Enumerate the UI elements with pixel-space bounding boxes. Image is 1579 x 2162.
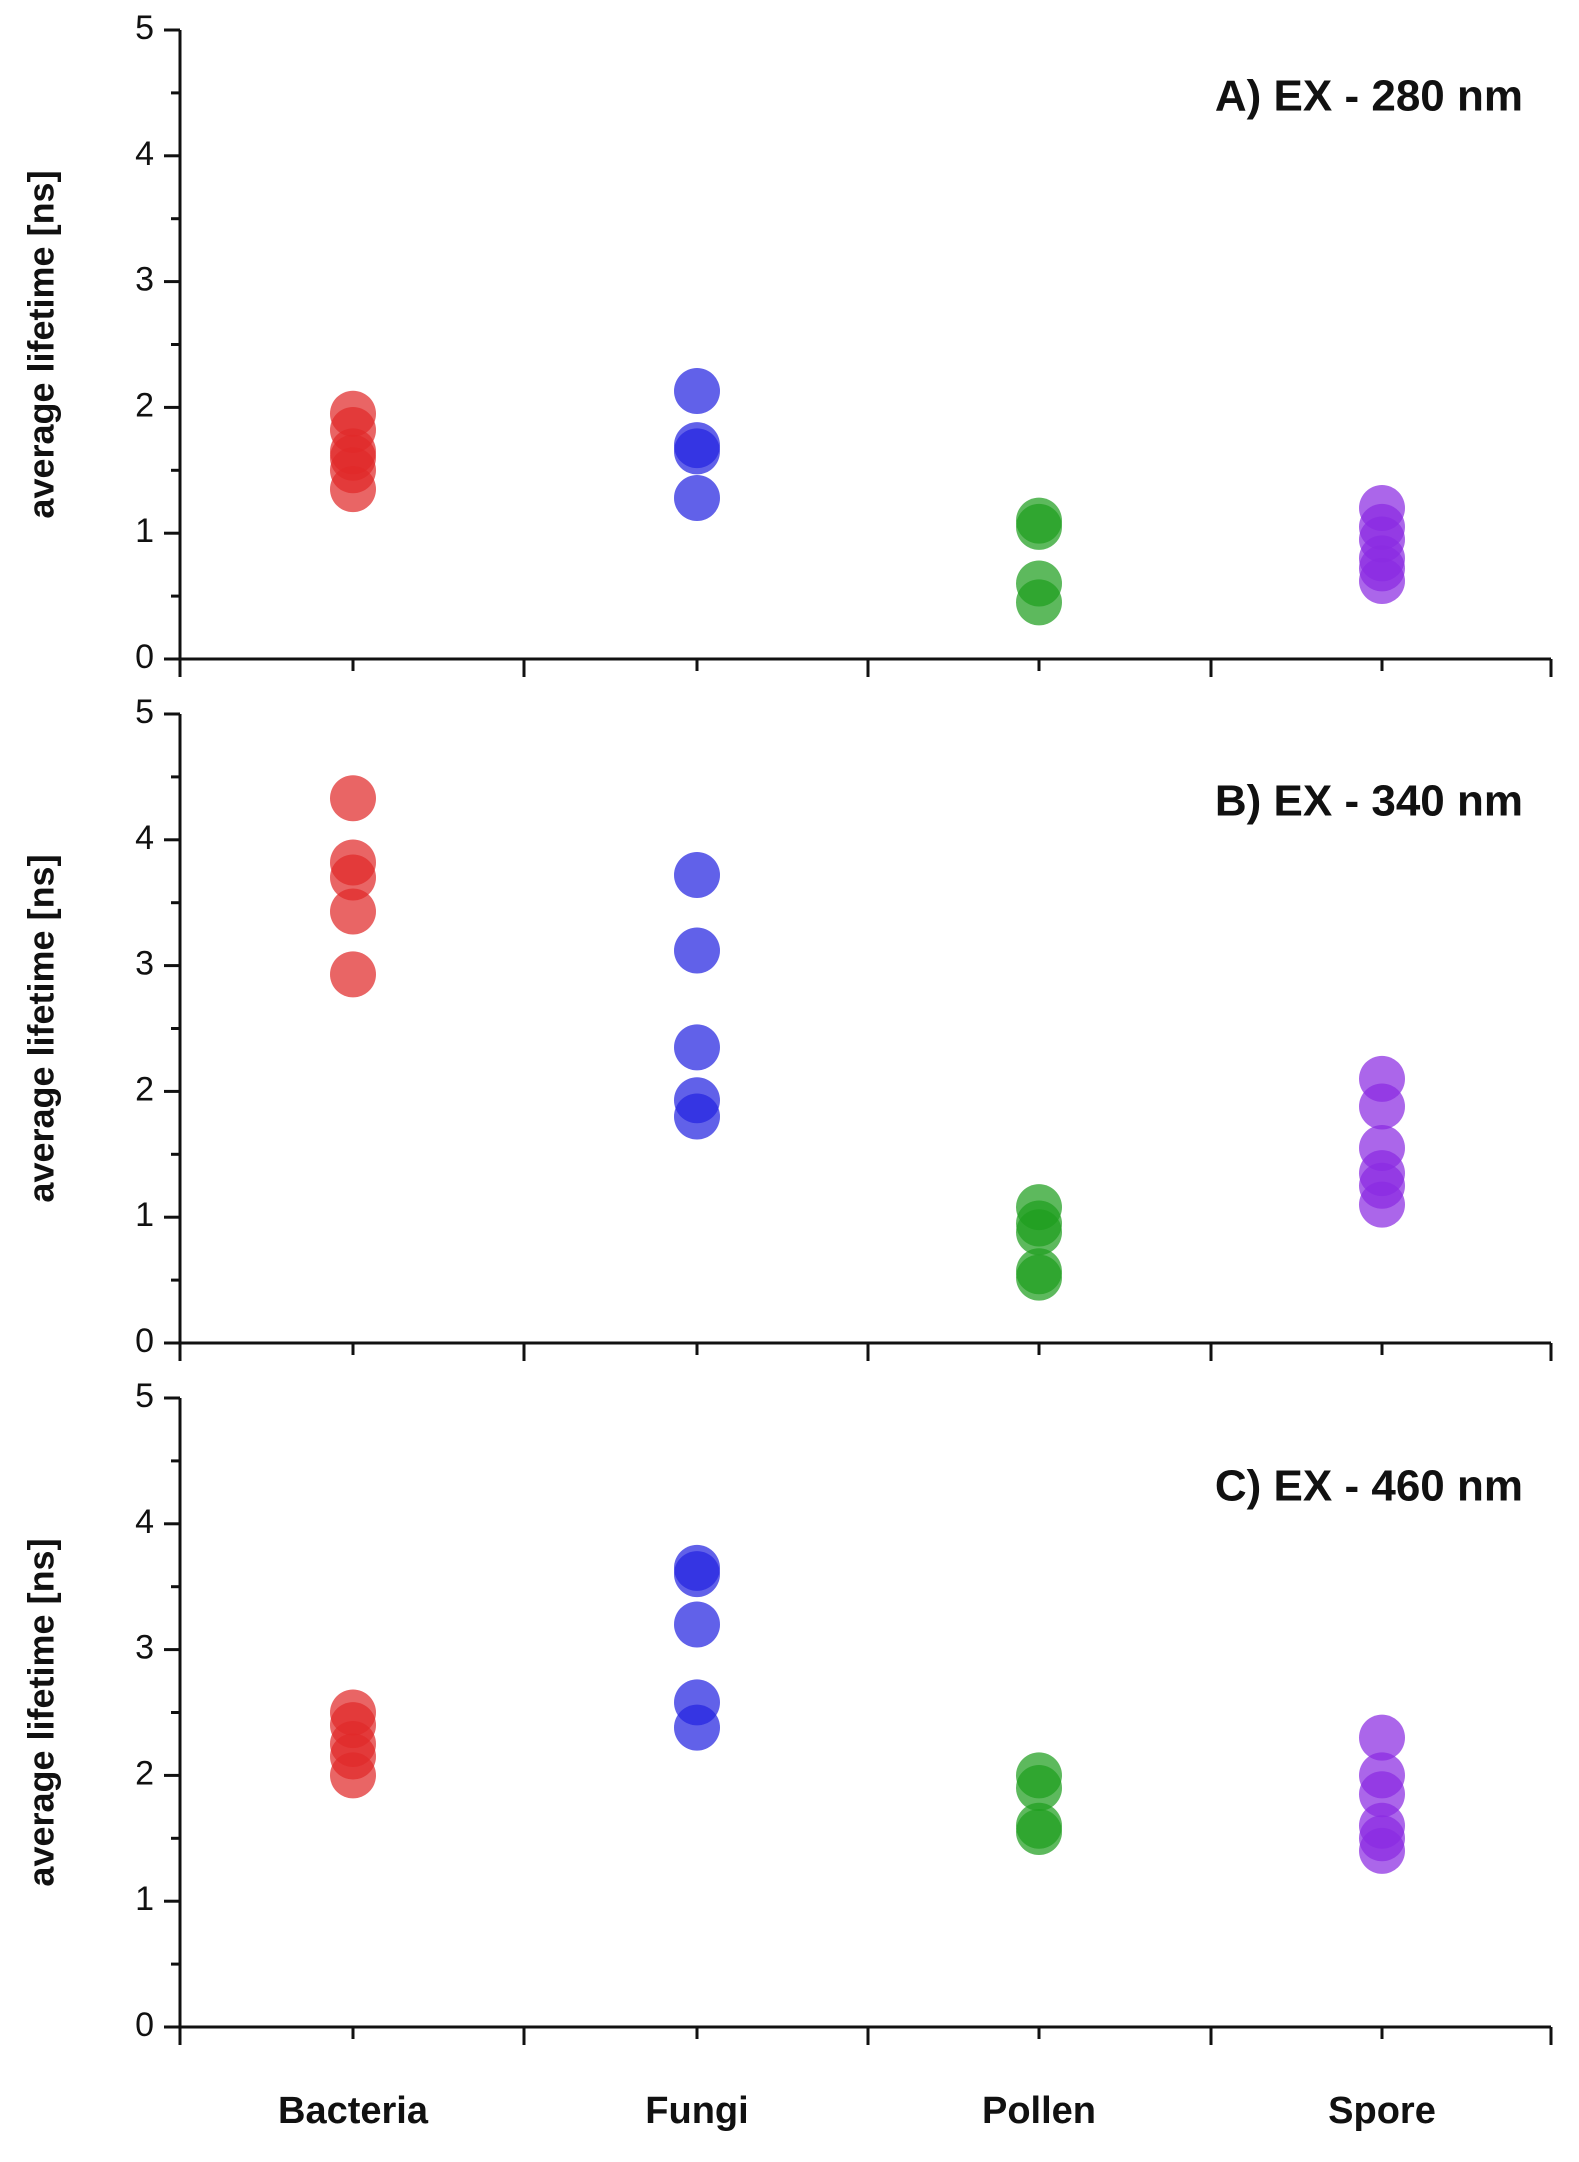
- data-point: [674, 1601, 720, 1648]
- y-tick-label: 4: [135, 1503, 154, 1541]
- category-label: Pollen: [982, 2090, 1096, 2132]
- data-point: [674, 428, 720, 475]
- y-tick-label: 1: [135, 1196, 154, 1234]
- panel-title: B) EX - 340 nm: [1215, 777, 1523, 826]
- y-tick-label: 5: [135, 693, 154, 731]
- data-point: [674, 1704, 720, 1751]
- data-point: [330, 1752, 376, 1799]
- category-label: Fungi: [645, 2090, 748, 2132]
- y-tick-label: 0: [135, 638, 154, 676]
- data-point: [330, 888, 376, 935]
- category-label: Spore: [1328, 2090, 1436, 2132]
- y-tick-label: 2: [135, 386, 154, 424]
- data-point: [674, 474, 720, 521]
- data-point: [1016, 1209, 1062, 1256]
- data-point: [1016, 503, 1062, 550]
- data-point: [674, 1024, 720, 1071]
- data-point: [674, 368, 720, 415]
- data-point: [1359, 1181, 1405, 1228]
- y-tick-label: 4: [135, 135, 154, 173]
- y-tick-label: 3: [135, 261, 154, 299]
- data-point: [330, 466, 376, 513]
- data-point: [674, 1551, 720, 1598]
- data-point: [330, 775, 376, 822]
- y-tick-label: 0: [135, 2006, 154, 2044]
- y-axis-label: average lifetime [ns]: [21, 170, 62, 518]
- data-point: [1359, 1771, 1405, 1818]
- panel-title: C) EX - 460 nm: [1215, 1462, 1523, 1511]
- data-point: [1359, 1083, 1405, 1130]
- y-tick-label: 3: [135, 1629, 154, 1667]
- category-label: Bacteria: [278, 2090, 429, 2132]
- data-point: [1359, 1714, 1405, 1761]
- data-point: [1359, 558, 1405, 605]
- data-point: [674, 927, 720, 974]
- y-tick-label: 1: [135, 512, 154, 550]
- data-point: [1016, 1254, 1062, 1301]
- y-tick-label: 5: [135, 9, 154, 47]
- y-tick-label: 2: [135, 1070, 154, 1108]
- data-point: [1016, 1764, 1062, 1811]
- y-axis-label: average lifetime [ns]: [21, 854, 62, 1202]
- y-tick-label: 1: [135, 1880, 154, 1918]
- data-point: [674, 852, 720, 899]
- data-point: [1016, 579, 1062, 626]
- y-tick-label: 0: [135, 1322, 154, 1360]
- data-point: [330, 951, 376, 998]
- panel-title: A) EX - 280 nm: [1215, 72, 1523, 121]
- data-point: [674, 1093, 720, 1140]
- y-tick-label: 4: [135, 819, 154, 857]
- data-point: [1359, 1827, 1405, 1874]
- y-axis-label: average lifetime [ns]: [21, 1538, 62, 1886]
- y-tick-label: 5: [135, 1377, 154, 1415]
- y-tick-label: 3: [135, 945, 154, 983]
- data-point: [330, 854, 376, 901]
- y-tick-label: 2: [135, 1754, 154, 1792]
- data-point: [1016, 1809, 1062, 1856]
